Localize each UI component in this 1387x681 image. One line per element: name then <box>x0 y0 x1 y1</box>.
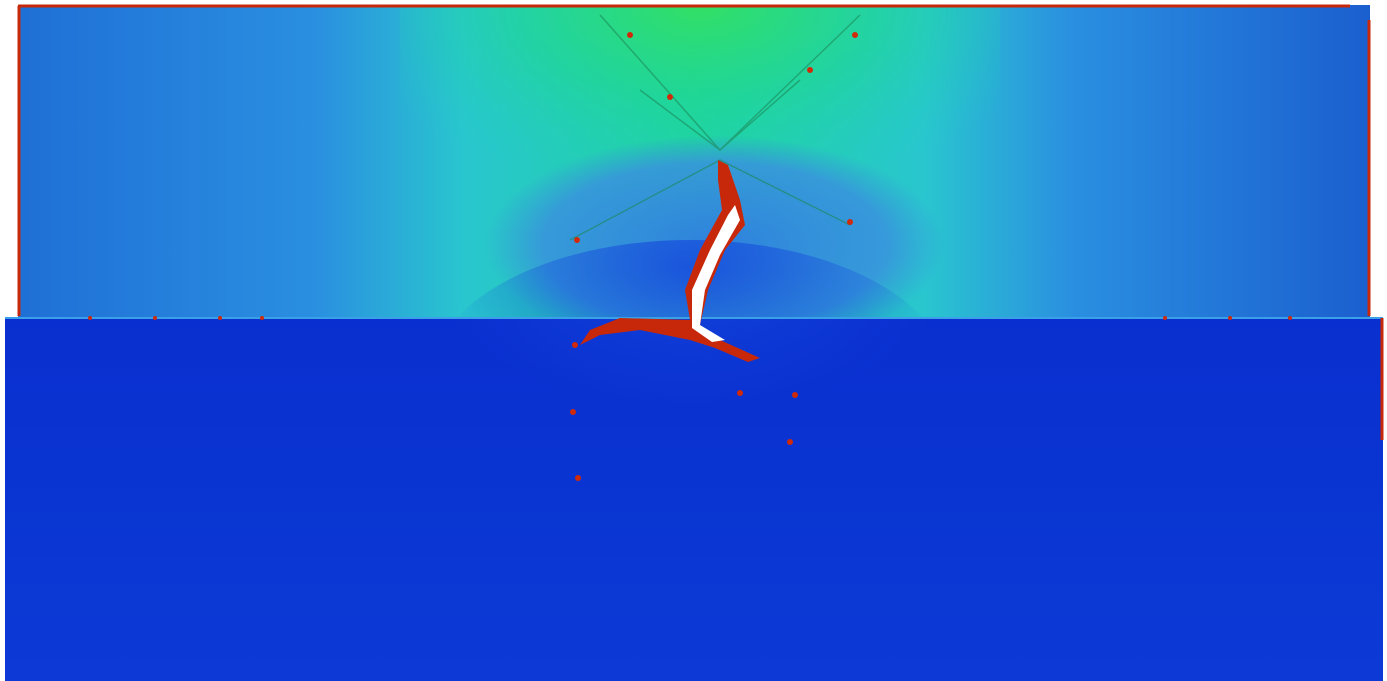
damage-point <box>1228 316 1232 320</box>
damage-point <box>627 32 633 38</box>
damage-point <box>574 237 580 243</box>
damage-point <box>787 439 793 445</box>
damage-point <box>1163 316 1167 320</box>
damage-point <box>260 316 264 320</box>
damage-point <box>852 32 858 38</box>
damage-point <box>737 390 743 396</box>
damage-point <box>570 409 576 415</box>
damage-point <box>218 316 222 320</box>
page: {} <box>0 0 1387 681</box>
damage-point <box>667 94 673 100</box>
damage-point <box>575 475 581 481</box>
damage-point <box>807 67 813 73</box>
damage-point <box>847 219 853 225</box>
damage-point <box>88 316 92 320</box>
field-image <box>0 0 1387 681</box>
damage-point <box>572 342 578 348</box>
damage-point <box>1288 316 1292 320</box>
damage-point <box>153 316 157 320</box>
damage-point <box>792 392 798 398</box>
